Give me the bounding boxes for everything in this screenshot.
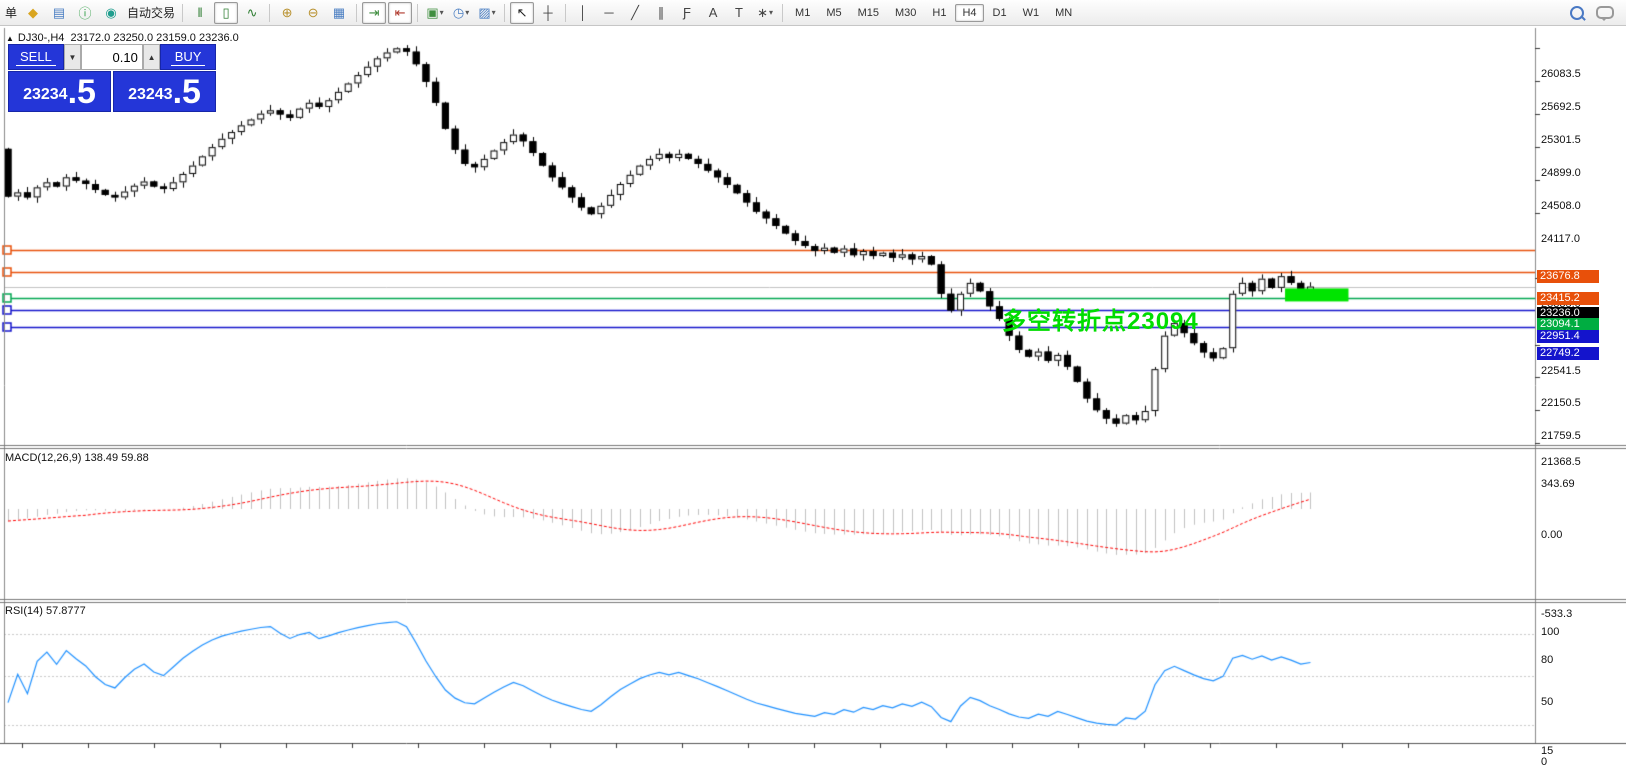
chart-canvas[interactable]: [0, 27, 1626, 772]
candlestick-chart-icon[interactable]: ▯: [214, 1, 239, 24]
rsi-axis-tick: 0: [1541, 756, 1548, 768]
tf-h1[interactable]: H1: [932, 6, 947, 19]
rsi-axis-tick: 50: [1541, 696, 1554, 708]
search-icon[interactable]: [1570, 5, 1584, 20]
new-order-icon[interactable]: ▣ ▾: [426, 4, 444, 20]
price-axis-tick: 22541.5: [1541, 364, 1581, 377]
price-axis-tick: 24899.0: [1541, 167, 1581, 180]
tf-h4[interactable]: H4: [955, 3, 984, 22]
styler-icon[interactable]: ◆: [28, 4, 39, 20]
toolbar-separator: [565, 3, 567, 22]
price-line-label: 23676.8: [1537, 269, 1599, 283]
tf-m30[interactable]: M30: [895, 6, 917, 19]
toolbar-separator: [182, 3, 184, 22]
cursor-icon[interactable]: ↖: [510, 1, 535, 24]
price-line-label: 23094.1: [1537, 318, 1599, 332]
macd-axis-tick: 343.69: [1541, 478, 1575, 490]
signals-icon[interactable]: ⓘ: [78, 6, 92, 21]
toolbar-separator: [417, 3, 419, 22]
dropdown-arrow-icon[interactable]: ▾: [465, 8, 470, 17]
zoom-in-icon[interactable]: ⊕: [281, 4, 293, 20]
price-axis-tick: 24508.0: [1541, 199, 1581, 212]
price-line-label: 23236.0: [1537, 306, 1599, 320]
one-click-trade-panel: SELL ▼ 0.10 ▲ BUY 23234.5 23243.5: [8, 44, 216, 112]
toolbar-separator: [269, 3, 271, 22]
price-line-label: 22951.4: [1537, 330, 1599, 344]
autotrading-icon[interactable]: ◉: [105, 4, 117, 20]
autotrading-label[interactable]: 自动交易: [127, 6, 176, 20]
trendline-icon[interactable]: ╱: [631, 4, 639, 20]
text-label-icon[interactable]: T: [735, 5, 743, 20]
toolbar-separator: [356, 3, 358, 22]
symbol-period: DJ30-,H4: [17, 32, 65, 44]
market-watch-icon[interactable]: ▤: [52, 4, 66, 20]
price-axis-tick: 25301.5: [1541, 133, 1581, 146]
rsi-indicator-label: RSI(14) 57.8777: [5, 605, 86, 617]
fibonacci-icon[interactable]: Ƒ: [683, 5, 691, 20]
tf-m1[interactable]: M1: [795, 6, 811, 19]
crosshair-icon[interactable]: ┼: [543, 5, 553, 20]
price-axis-tick: 25692.5: [1541, 100, 1581, 113]
tile-windows-icon[interactable]: ▦: [332, 4, 346, 20]
dropdown-arrow-icon[interactable]: ▾: [768, 8, 773, 17]
dropdown-arrow-icon[interactable]: ▾: [439, 8, 444, 17]
sell-button[interactable]: SELL: [8, 44, 64, 70]
macd-axis-tick: 0.00: [1541, 529, 1563, 541]
lot-size-input[interactable]: 0.10: [81, 44, 143, 70]
sell-price[interactable]: 23234.5: [8, 71, 111, 112]
auto-scroll-icon[interactable]: ⇥: [362, 1, 387, 24]
arrows-icon[interactable]: ∗ ▾: [757, 4, 773, 20]
dropdown-arrow-icon[interactable]: ▾: [491, 8, 496, 17]
rsi-axis-tick: 100: [1541, 626, 1560, 638]
horizontal-line-icon[interactable]: ─: [604, 5, 614, 20]
collapse-marker-icon[interactable]: ▲: [6, 34, 14, 43]
text-icon[interactable]: A: [708, 5, 718, 20]
chart-window: ▲ DJ30-,H4 23172.0 23250.0 23159.0 23236.…: [0, 27, 1626, 772]
buy-button[interactable]: BUY: [160, 44, 216, 70]
vertical-line-icon[interactable]: │: [578, 5, 588, 20]
toolbar-separator: [782, 3, 784, 22]
tf-w1[interactable]: W1: [1022, 6, 1040, 19]
zoom-out-icon[interactable]: ⊖: [307, 4, 319, 20]
price-axis-tick: 22150.5: [1541, 397, 1581, 410]
lot-increase-button[interactable]: ▲: [142, 44, 161, 70]
turning-point-annotation[interactable]: 多空转折点23094: [1002, 308, 1199, 335]
tf-m5[interactable]: M5: [826, 6, 842, 19]
main-toolbar: 单 ◆ ▤ ⓘ ◉ 自动交易 ‖ ▯ ∿ ⊕ ⊖ ▦ ⇥ ⇤ ▣ ▾ ◷ ▾ ▨ ▾ ↖ ┼ │ ─ ╱ ∥ Ƒ A T ∗ ▾ M1 M5 M1…: [0, 0, 1626, 26]
toolbar-separator: [504, 3, 506, 22]
tf-mn[interactable]: MN: [1055, 6, 1073, 19]
tf-d1[interactable]: D1: [992, 6, 1007, 19]
price-axis-tick: 26083.5: [1541, 68, 1581, 80]
bar-chart-icon[interactable]: ‖: [197, 5, 203, 20]
buy-price[interactable]: 23243.5: [113, 71, 216, 112]
chart-title: ▲ DJ30-,H4 23172.0 23250.0 23159.0 23236.…: [6, 32, 239, 44]
rsi-axis-tick: 80: [1541, 654, 1554, 666]
macd-axis-tick: -533.3: [1541, 608, 1573, 620]
price-line-label: 22749.2: [1537, 347, 1599, 361]
price-axis-tick: 21368.5: [1541, 456, 1581, 468]
price-axis-tick: 21759.5: [1541, 430, 1581, 443]
template-icon[interactable]: ▨ ▾: [478, 4, 496, 20]
tf-m15[interactable]: M15: [857, 6, 879, 19]
chart-shift-icon[interactable]: ⇤: [388, 1, 413, 24]
line-chart-icon[interactable]: ∿: [246, 4, 258, 20]
lot-decrease-button[interactable]: ▼: [63, 44, 82, 70]
period-icon[interactable]: ◷ ▾: [452, 4, 470, 20]
chat-icon[interactable]: [1596, 6, 1614, 21]
equidistant-channel-icon[interactable]: ∥: [657, 4, 665, 20]
price-axis-tick: 24117.0: [1541, 232, 1580, 245]
macd-indicator-label: MACD(12,26,9) 138.49 59.88: [5, 452, 149, 464]
order-label[interactable]: 单: [5, 6, 18, 20]
price-line-label: 23415.2: [1537, 291, 1599, 305]
rsi-axis-tick: 15: [1541, 745, 1554, 757]
ohlc-summary: 23172.0 23250.0 23159.0 23236.0: [70, 32, 239, 44]
